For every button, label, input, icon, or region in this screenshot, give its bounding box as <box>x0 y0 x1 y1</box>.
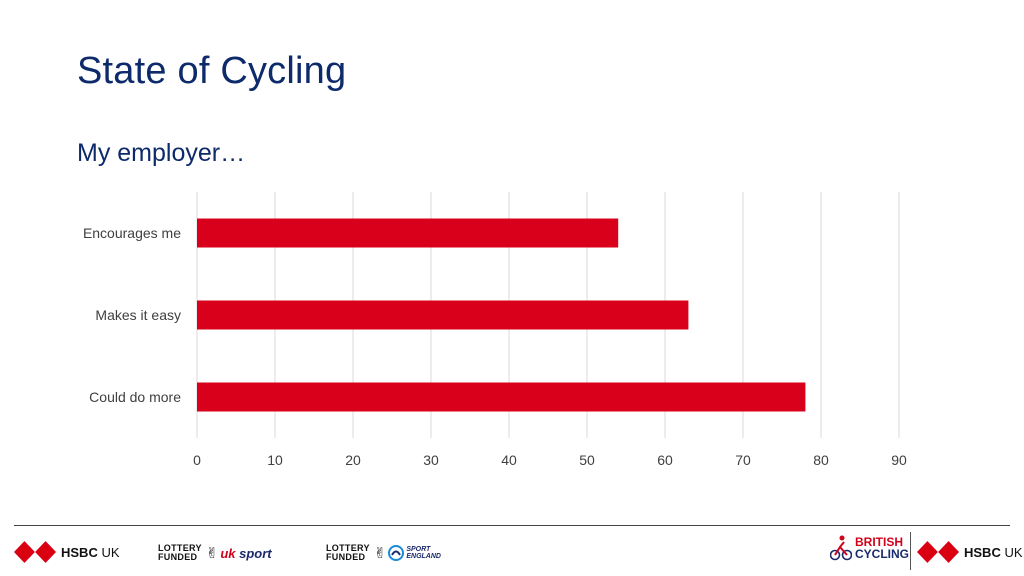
x-tick-label: 50 <box>579 452 595 468</box>
footer-logo-separator <box>910 532 911 570</box>
lottery-fingers-icon-2: ✌ <box>373 545 387 562</box>
british-cycling-logo: BRITISH CYCLING <box>830 534 909 562</box>
x-tick-label: 80 <box>813 452 829 468</box>
lottery-sportengland-logo: LOTTERY FUNDED ✌ SPORT ENGLAND <box>326 543 441 563</box>
x-tick-label: 90 <box>891 452 907 468</box>
bar-makes-it-easy <box>197 300 689 330</box>
hsbc-hexagon-icon-2 <box>917 541 959 563</box>
chart-category-labels: Encourages me Makes it easy Could do more <box>83 225 181 405</box>
hsbc-uk-wordmark-2: HSBC UK <box>964 544 1023 560</box>
cyclist-icon <box>830 535 852 561</box>
hsbc-uk-wordmark: HSBC UK <box>61 544 120 560</box>
lottery-funded-wordmark: LOTTERY FUNDED <box>158 543 202 562</box>
x-tick-label: 60 <box>657 452 673 468</box>
lottery-funded-wordmark-2: LOTTERY FUNDED <box>326 543 370 562</box>
category-label: Could do more <box>89 389 181 405</box>
bar-encourages-me <box>197 218 619 248</box>
category-label: Encourages me <box>83 225 181 241</box>
x-tick-label: 40 <box>501 452 517 468</box>
hsbc-uk-logo-left: HSBC UK <box>14 541 120 563</box>
british-cycling-wordmark: BRITISH CYCLING <box>855 535 909 561</box>
uk-sport-wordmark: uk sport <box>220 545 272 561</box>
x-tick-label: 20 <box>345 452 361 468</box>
footer-divider <box>14 525 1010 526</box>
x-tick-label: 30 <box>423 452 439 468</box>
hsbc-hexagon-icon <box>14 541 56 563</box>
lottery-fingers-icon: ✌ <box>205 545 219 562</box>
bar-could-do-more <box>197 382 806 412</box>
chart-x-tick-labels: 0 10 20 30 40 50 60 70 80 90 <box>193 452 907 468</box>
sport-england-wordmark: SPORT ENGLAND <box>406 546 441 560</box>
page-title: State of Cycling <box>77 50 347 92</box>
x-tick-label: 10 <box>267 452 283 468</box>
lottery-uksport-logo: LOTTERY FUNDED ✌ uk sport <box>158 543 272 563</box>
page-subtitle: My employer… <box>77 139 246 167</box>
x-tick-label: 70 <box>735 452 751 468</box>
chart-bars <box>197 218 806 412</box>
category-label: Makes it easy <box>95 307 181 323</box>
sport-england-icon <box>388 545 405 561</box>
x-tick-label: 0 <box>193 452 201 468</box>
hsbc-uk-logo-right: HSBC UK <box>917 541 1023 563</box>
